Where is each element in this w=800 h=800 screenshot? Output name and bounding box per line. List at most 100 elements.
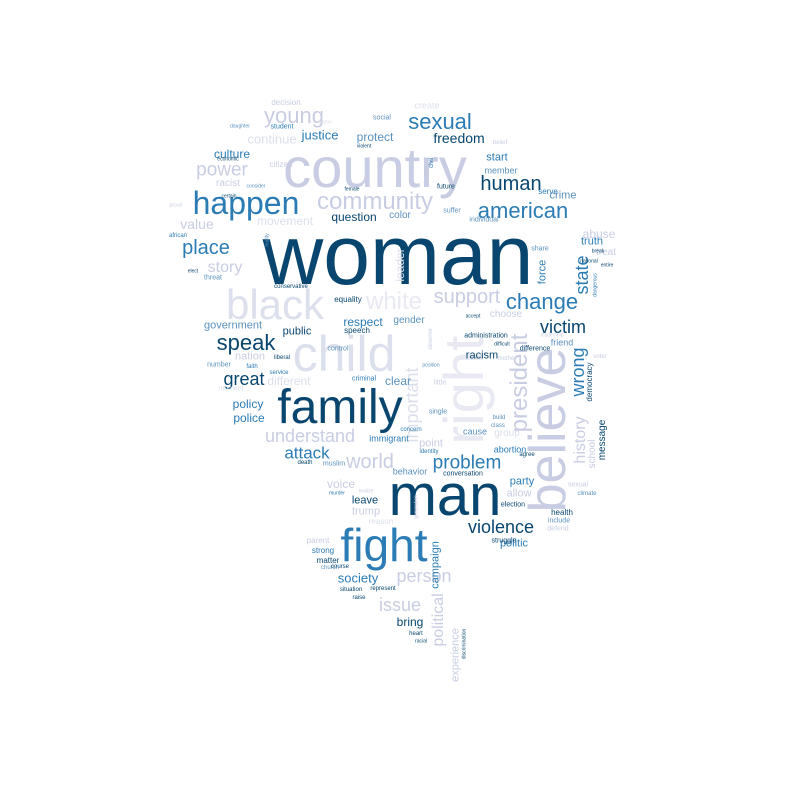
word: attack [284,443,330,463]
word: victim [540,317,586,337]
word: african [168,233,188,239]
word: threat [204,274,222,282]
word: abuse [582,227,616,241]
word: democracy [585,362,594,402]
word: speech [344,326,370,335]
word: policy [232,397,264,411]
word: national [580,258,598,265]
word: crime [549,189,577,202]
word: behavior [392,466,428,477]
word: freedom [433,130,485,146]
word: american [477,198,569,223]
word: justice [301,127,339,143]
word: change [505,289,579,314]
word: civil [429,158,435,168]
word: belief [492,140,508,146]
word: muslim [322,460,346,468]
word: speak [216,330,276,355]
word: deserve [428,328,434,350]
word: represent [370,586,396,592]
word: parent [306,536,330,545]
word: nation [235,350,265,363]
word: certain [221,193,237,200]
word: number [207,361,231,369]
word: movement [256,214,314,228]
word: culture [213,147,251,161]
word: value [180,216,214,232]
word: entire [600,262,614,269]
word: reality [264,233,271,247]
word: member [484,165,518,176]
word: voice [326,477,356,491]
word: daughter [230,123,250,130]
word: dangerous [592,273,599,297]
word: administration [464,332,508,340]
word: social [373,114,391,122]
word: great [223,369,265,389]
word: black [225,281,325,328]
word: position [422,362,440,369]
word: continue [247,131,297,147]
word: future [437,183,455,191]
word: heart [409,631,423,637]
word: question [331,210,377,224]
word: human [480,173,542,195]
word: violence [467,517,535,537]
word: story [207,259,243,276]
word: problem [432,452,502,474]
word: voter [593,354,607,360]
word: allow [506,487,532,500]
word: identity [419,449,439,455]
word: single [428,408,448,416]
word: consider [246,183,266,190]
word: citizen [269,160,293,169]
word: leave [351,494,379,507]
word: trump [351,505,381,518]
word: man [388,463,502,528]
word: accept [465,313,481,320]
word: political [430,593,447,647]
word: color [389,210,411,221]
word: matter [316,556,340,565]
word: control [327,345,349,353]
word: bring [396,615,424,629]
word: realize [358,488,374,495]
word: society [337,570,379,586]
word: police [233,411,265,425]
word: include [547,517,571,525]
word: decision [271,98,301,107]
word: person [396,566,452,586]
word: climate [577,491,597,497]
word: child [292,326,396,382]
word: power [196,159,248,181]
word: individual [469,216,499,224]
word: concern [400,427,422,433]
word: country [283,136,467,199]
word: generation [413,495,420,519]
word: moment [218,385,244,393]
word: racist [216,178,240,189]
word: church [320,565,340,571]
word: family [277,381,403,434]
word: strong [311,546,335,555]
word: racial [415,638,427,645]
word: discrimination [461,628,468,660]
word: issue [378,595,422,615]
word: build [492,415,506,421]
word: gender [393,315,425,326]
word: support [433,286,501,308]
word: sexual [567,481,589,489]
word: struggle [491,537,517,545]
word: conversation [443,470,483,478]
word: health [551,508,573,517]
word: class [491,423,505,429]
word: difference [519,345,551,353]
word: respect [343,315,383,329]
word: fight [340,519,428,571]
word: situation [339,587,363,593]
word: course [330,564,350,570]
word: choose [489,309,523,320]
word: death [297,460,313,466]
word: conservative [274,284,308,290]
